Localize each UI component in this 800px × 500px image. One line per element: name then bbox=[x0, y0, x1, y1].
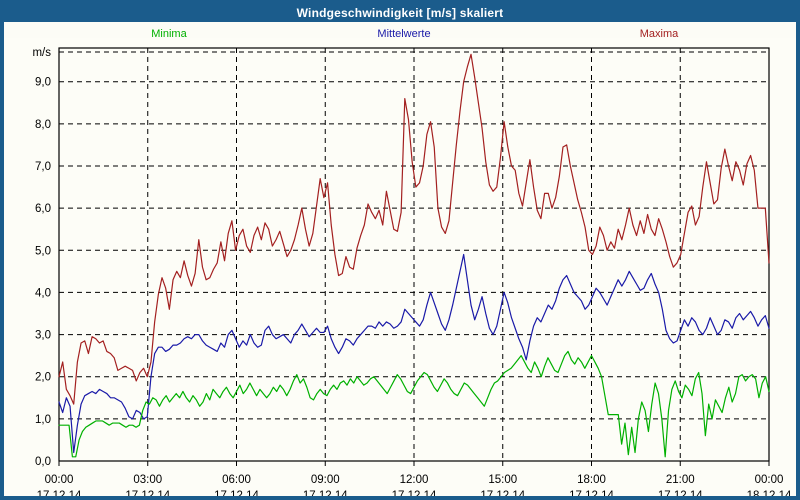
x-axis-date-label: 17.12.14 bbox=[480, 490, 525, 500]
x-axis-time-label: 00:00 bbox=[755, 474, 784, 486]
legend-item-mittelwerte: Mittelwerte bbox=[377, 28, 431, 40]
y-axis-unit-label: m/s bbox=[32, 47, 51, 59]
chart-legend: Minima Mittelwerte Maxima bbox=[4, 26, 796, 42]
x-axis-time-label: 03:00 bbox=[133, 474, 162, 486]
legend-item-minima: Minima bbox=[151, 28, 187, 40]
y-axis-label: 7,0 bbox=[35, 161, 51, 173]
x-axis-date-label: 18.12.14 bbox=[747, 490, 792, 500]
x-axis-time-label: 15:00 bbox=[488, 474, 517, 486]
series-line-minima bbox=[58, 350, 770, 458]
y-axis-label: 5,0 bbox=[35, 245, 51, 257]
x-axis-time-label: 18:00 bbox=[577, 474, 606, 486]
y-axis-label: 8,0 bbox=[35, 119, 51, 131]
x-axis-date-label: 17.12.14 bbox=[125, 490, 170, 500]
y-axis-label: 3,0 bbox=[35, 330, 51, 342]
plot-background bbox=[4, 38, 796, 496]
x-axis-date-label: 17.12.14 bbox=[37, 490, 82, 500]
x-axis-time-label: 00:00 bbox=[45, 474, 74, 486]
y-axis-label: 9,0 bbox=[35, 77, 51, 89]
x-axis-date-label: 17.12.14 bbox=[569, 490, 614, 500]
series-line-maxima bbox=[58, 53, 770, 405]
x-axis-date-label: 17.12.14 bbox=[392, 490, 437, 500]
plot-area: 0,0 1,0 2,0 3,0 4,0 5,0 6,0 7,0 8,0 9,0 m/s 00:00 17… bbox=[4, 38, 796, 500]
y-axis-label: 1,0 bbox=[35, 414, 51, 426]
x-axis-date-label: 17.12.14 bbox=[214, 490, 259, 500]
legend-item-maxima: Maxima bbox=[639, 28, 679, 40]
y-axis-label: 0,0 bbox=[35, 456, 51, 468]
series-line-mittelwerte bbox=[58, 253, 770, 454]
x-axis-time-label: 12:00 bbox=[400, 474, 429, 486]
x-axis-time-label: 09:00 bbox=[311, 474, 340, 486]
y-axis-label: 2,0 bbox=[35, 372, 51, 384]
x-axis-time-label: 06:00 bbox=[222, 474, 251, 486]
y-axis-label: 6,0 bbox=[35, 203, 51, 215]
axis-labels: 0,0 1,0 2,0 3,0 4,0 5,0 6,0 7,0 8,0 9,0 m/s 00:00 17… bbox=[32, 47, 792, 500]
wind-speed-line-chart: 0,0 1,0 2,0 3,0 4,0 5,0 6,0 7,0 8,0 9,0 m/s 00:00 17… bbox=[4, 38, 796, 500]
y-axis-label: 4,0 bbox=[35, 287, 51, 299]
x-axis-date-label: 17.12.14 bbox=[303, 490, 348, 500]
x-axis-time-label: 21:00 bbox=[666, 474, 695, 486]
window-title: Windgeschwindigkeit [m/s] skaliert bbox=[4, 4, 796, 22]
x-axis-date-label: 17.12.14 bbox=[658, 490, 703, 500]
series-layer bbox=[58, 53, 770, 458]
